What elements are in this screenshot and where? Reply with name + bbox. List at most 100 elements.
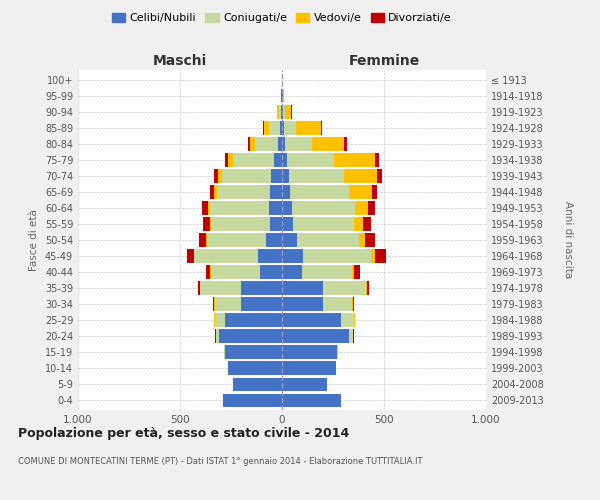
Bar — [277, 105, 282, 118]
Bar — [282, 266, 355, 279]
Bar — [228, 153, 282, 166]
Bar — [282, 201, 292, 214]
Bar — [211, 266, 282, 279]
Bar — [282, 233, 365, 247]
Bar — [281, 89, 282, 102]
Bar — [282, 121, 322, 134]
Bar — [282, 378, 327, 391]
Bar — [280, 105, 282, 118]
Bar — [228, 362, 282, 375]
Bar — [282, 185, 349, 198]
Bar — [263, 121, 282, 134]
Bar — [282, 394, 341, 407]
Bar — [200, 282, 282, 295]
Bar — [282, 346, 338, 359]
Bar — [277, 105, 282, 118]
Bar — [233, 378, 282, 391]
Bar — [282, 362, 336, 375]
Bar — [200, 282, 282, 295]
Bar — [282, 217, 362, 231]
Bar — [282, 266, 359, 279]
Bar — [282, 314, 341, 327]
Bar — [282, 185, 372, 198]
Bar — [199, 233, 282, 247]
Bar — [282, 362, 336, 375]
Bar — [206, 233, 282, 247]
Bar — [282, 394, 341, 407]
Bar — [233, 378, 282, 391]
Bar — [282, 378, 327, 391]
Bar — [260, 266, 282, 279]
Bar — [214, 169, 282, 182]
Bar — [282, 314, 355, 327]
Bar — [209, 217, 282, 231]
Bar — [209, 201, 282, 214]
Bar — [282, 378, 327, 391]
Bar — [282, 249, 304, 263]
Bar — [282, 282, 365, 295]
Bar — [215, 330, 282, 343]
Bar — [282, 137, 347, 150]
Bar — [282, 121, 296, 134]
Bar — [225, 153, 282, 166]
Bar — [282, 282, 369, 295]
Bar — [269, 121, 282, 134]
Bar — [282, 330, 353, 343]
Bar — [215, 314, 282, 327]
Bar — [224, 346, 282, 359]
Bar — [282, 217, 293, 231]
Bar — [281, 89, 282, 102]
Bar — [248, 137, 282, 150]
Bar — [216, 330, 282, 343]
Bar — [282, 201, 355, 214]
Bar — [264, 121, 282, 134]
Text: COMUNE DI MONTECATINI TERME (PT) - Dati ISTAT 1° gennaio 2014 - Elaborazione TUT: COMUNE DI MONTECATINI TERME (PT) - Dati … — [18, 458, 422, 466]
Bar — [219, 330, 282, 343]
Bar — [271, 169, 282, 182]
Bar — [206, 233, 282, 247]
Bar — [282, 105, 283, 118]
Bar — [280, 121, 282, 134]
Bar — [282, 105, 285, 118]
Bar — [225, 346, 282, 359]
Bar — [282, 137, 311, 150]
Bar — [282, 153, 334, 166]
Bar — [282, 298, 353, 311]
Bar — [281, 105, 282, 118]
Bar — [282, 217, 355, 231]
Text: Popolazione per età, sesso e stato civile - 2014: Popolazione per età, sesso e stato civil… — [18, 428, 349, 440]
Bar — [282, 346, 337, 359]
Bar — [214, 314, 282, 327]
Bar — [224, 346, 282, 359]
Bar — [281, 89, 282, 102]
Bar — [210, 185, 282, 198]
Bar — [282, 298, 323, 311]
Bar — [233, 378, 282, 391]
Bar — [223, 394, 282, 407]
Bar — [282, 266, 302, 279]
Text: Femmine: Femmine — [349, 54, 419, 68]
Bar — [214, 185, 282, 198]
Bar — [282, 298, 354, 311]
Bar — [282, 330, 353, 343]
Bar — [282, 217, 371, 231]
Bar — [198, 282, 282, 295]
Bar — [282, 330, 349, 343]
Bar — [278, 137, 282, 150]
Bar — [282, 282, 367, 295]
Bar — [282, 249, 386, 263]
Bar — [282, 346, 338, 359]
Text: Maschi: Maschi — [153, 54, 207, 68]
Bar — [282, 185, 377, 198]
Bar — [282, 169, 344, 182]
Bar — [282, 137, 285, 150]
Bar — [282, 185, 290, 198]
Bar — [256, 137, 282, 150]
Bar — [222, 169, 282, 182]
Bar — [282, 266, 352, 279]
Bar — [282, 233, 298, 247]
Bar — [223, 394, 282, 407]
Bar — [228, 362, 282, 375]
Bar — [241, 282, 282, 295]
Bar — [214, 298, 282, 311]
